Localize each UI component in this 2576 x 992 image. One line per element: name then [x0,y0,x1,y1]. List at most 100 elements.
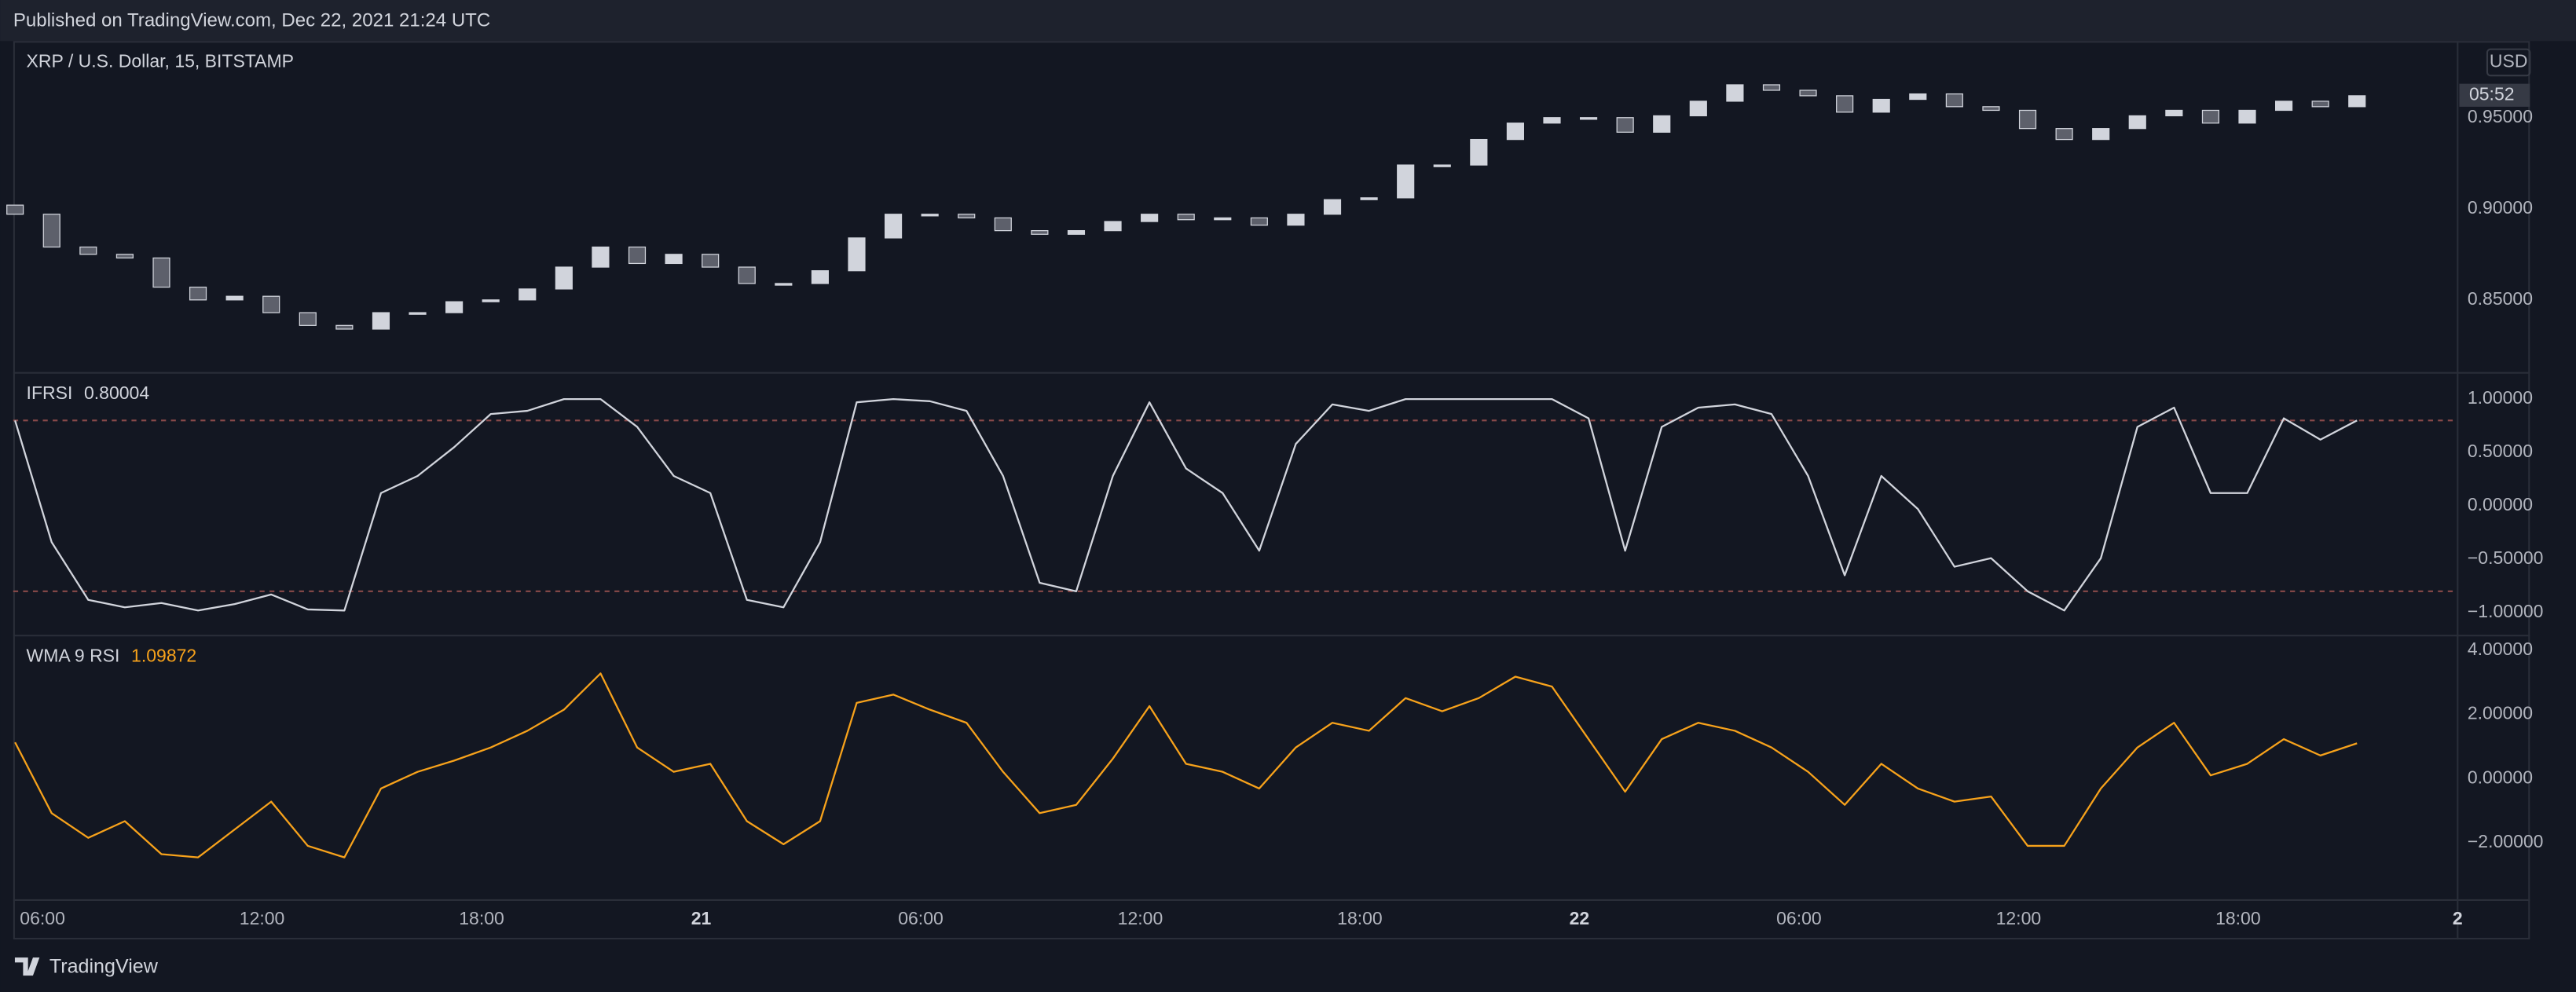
candle [1031,230,1049,235]
brand-name[interactable]: TradingView [49,955,159,977]
candle [2238,109,2256,124]
candle [1836,95,1854,113]
x-tick-label: 06:00 [20,908,65,928]
y-tick-label: 0.00000 [2468,494,2533,514]
candle [2055,128,2073,141]
candle [1323,199,1342,215]
y-tick-label: 1.00000 [2468,387,2533,408]
countdown-box [2459,83,2530,107]
pane-title: XRP / U.S. Dollar, 15, BITSTAMP [27,51,294,71]
candle [811,270,829,284]
candle [848,237,866,272]
candle [994,217,1012,232]
candle [409,312,427,315]
y-tick-label: 4.00000 [2468,639,2533,659]
candle [1616,117,1634,133]
candle [445,301,464,313]
candle [518,288,537,301]
y-tick-label: −1.00000 [2468,601,2544,621]
candle [1909,93,1927,101]
pane-last-value: 0.80004 [84,383,149,403]
candle [1872,98,1890,113]
candle [775,283,793,286]
x-tick-label: 22 [1570,908,1590,928]
candle [2128,115,2146,130]
candle [299,312,317,326]
currency-label[interactable]: USD [2490,51,2528,71]
candle [738,266,756,284]
x-tick-label: 06:00 [1776,908,1822,928]
candle [482,299,500,302]
candle [1177,214,1195,221]
candle [2201,109,2220,124]
candle [1726,84,1744,102]
y-tick-label: −0.50000 [2468,547,2544,568]
x-tick-label: 2 [2453,908,2463,928]
y-tick-label: 0.85000 [2468,288,2533,309]
y-tick-label: −2.00000 [2468,831,2544,851]
candle [1653,115,1671,133]
candle [1799,90,1817,97]
pane-title: WMA 9 RSI [27,646,120,666]
candle [335,324,354,330]
candle [1287,214,1305,226]
candle [1945,93,1963,108]
candle [2092,128,2110,141]
x-tick-label: 12:00 [1118,908,1163,928]
candle [702,254,720,268]
x-tick-label: 18:00 [1337,908,1383,928]
candle [262,295,280,313]
candle [152,257,170,288]
series-line [14,672,2358,858]
candle [921,214,939,217]
y-tick-label: 0.00000 [2468,767,2533,787]
candle [1579,117,1598,120]
x-tick-label: 06:00 [898,908,944,928]
candle [1506,123,1525,141]
x-tick-label: 12:00 [1996,908,2042,928]
candle [189,286,207,301]
candle [628,246,647,265]
x-tick-label: 21 [691,908,712,928]
candle [1067,230,1086,235]
candle [6,204,24,215]
currency-box[interactable] [2486,48,2531,77]
candle [225,295,244,301]
pane-last-value: 1.09872 [131,646,196,666]
brand-logo[interactable] [14,957,40,976]
candle [79,246,97,255]
candle [372,312,390,330]
candle [1433,164,1451,167]
x-tick-label: 18:00 [459,908,504,928]
candle [1689,101,1707,117]
candle [1982,106,2000,112]
pane-title: IFRSI [27,383,73,403]
candle [1762,84,1781,91]
y-tick-label: 0.90000 [2468,197,2533,218]
chart-frame [13,41,2530,940]
y-tick-label: 0.95000 [2468,106,2533,126]
candle [1214,217,1232,221]
candle [958,214,976,219]
candle [1141,214,1159,222]
candle [2311,101,2329,108]
candle [2348,95,2366,108]
y-tick-label: 0.50000 [2468,441,2533,461]
candle [555,266,573,290]
series-line [14,397,2358,612]
candle [1543,117,1561,124]
x-tick-label: 12:00 [240,908,285,928]
candle [2275,101,2293,112]
y-tick-label: 2.00000 [2468,703,2533,723]
candle [2018,109,2037,130]
candle [1104,221,1122,232]
published-text: Published on TradingView.com, Dec 22, 20… [13,10,490,31]
candle [2165,109,2183,117]
candle [1397,164,1415,199]
x-tick-label: 18:00 [2215,908,2261,928]
candle [884,214,903,239]
countdown-label: 05:52 [2469,83,2515,104]
candle [665,254,683,265]
candle [115,254,134,259]
